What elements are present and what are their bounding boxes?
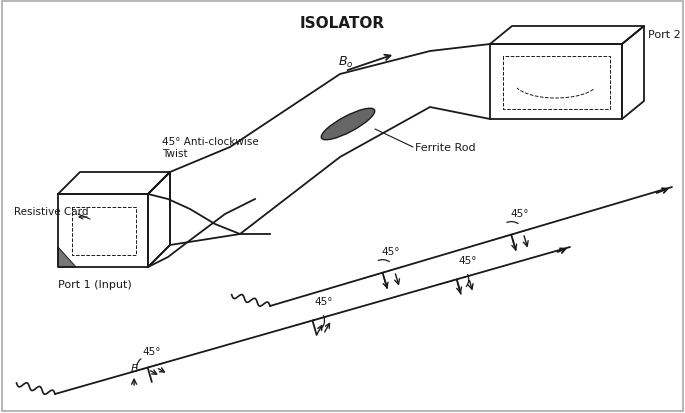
Text: 45°: 45° [510,209,529,219]
Text: Port 2 (Output): Port 2 (Output) [648,30,685,40]
Ellipse shape [321,109,375,140]
Text: Ferrite Rod: Ferrite Rod [415,142,475,153]
Text: $B_o$: $B_o$ [338,55,353,70]
Text: 45°: 45° [142,346,160,356]
Text: Port 1 (Input): Port 1 (Input) [58,279,132,289]
Text: ISOLATOR: ISOLATOR [299,16,384,31]
Text: 45°: 45° [314,296,333,306]
Text: E: E [131,363,138,373]
Text: 45°: 45° [458,255,477,265]
Text: Resistive Card: Resistive Card [14,206,88,216]
Text: 45°: 45° [382,247,400,257]
Text: 45° Anti-clockwise
Twist: 45° Anti-clockwise Twist [162,137,259,159]
Polygon shape [58,247,76,267]
